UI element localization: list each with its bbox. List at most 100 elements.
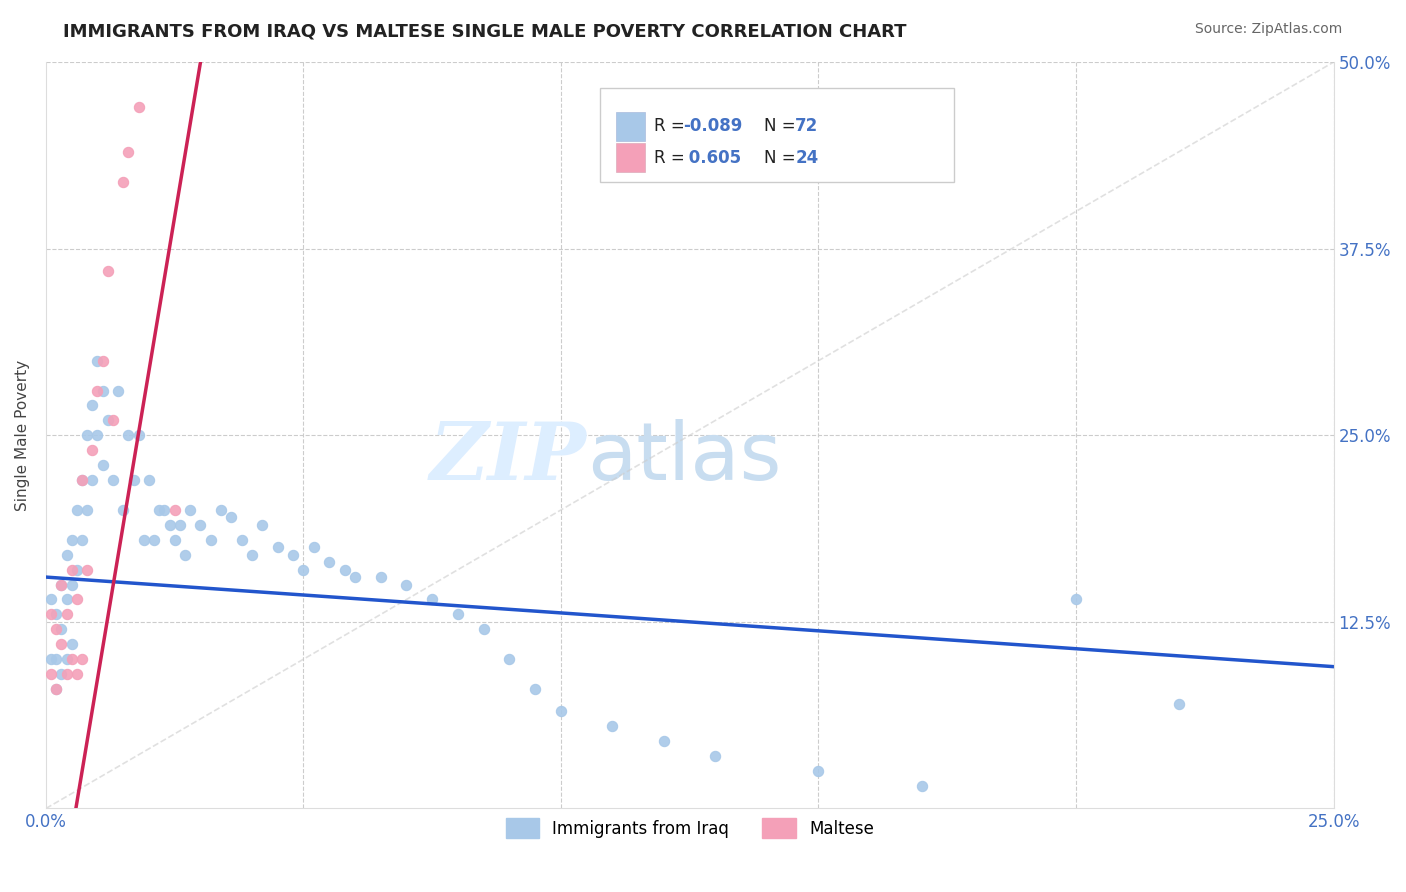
Point bbox=[370, 570, 392, 584]
Point bbox=[163, 503, 186, 517]
Point bbox=[169, 517, 191, 532]
Point bbox=[148, 503, 170, 517]
Point bbox=[159, 517, 181, 532]
Point bbox=[240, 548, 263, 562]
Point bbox=[55, 652, 77, 666]
Point bbox=[200, 533, 222, 547]
Point bbox=[190, 517, 212, 532]
Point bbox=[652, 734, 675, 748]
Point bbox=[302, 540, 325, 554]
Point bbox=[163, 533, 186, 547]
Point bbox=[76, 563, 98, 577]
Point bbox=[55, 607, 77, 622]
Point bbox=[447, 607, 470, 622]
Point bbox=[122, 473, 145, 487]
Point bbox=[82, 443, 104, 458]
Text: ZIP: ZIP bbox=[430, 419, 586, 497]
Point bbox=[128, 100, 150, 114]
Point bbox=[66, 667, 89, 681]
Point bbox=[51, 577, 73, 591]
Point bbox=[86, 353, 108, 368]
Point bbox=[55, 667, 77, 681]
Point bbox=[82, 473, 104, 487]
Text: 72: 72 bbox=[796, 118, 818, 136]
Point bbox=[252, 517, 274, 532]
Y-axis label: Single Male Poverty: Single Male Poverty bbox=[15, 359, 30, 511]
Point bbox=[283, 548, 305, 562]
Point bbox=[39, 667, 62, 681]
Text: R =: R = bbox=[654, 149, 690, 167]
Point bbox=[132, 533, 155, 547]
Point bbox=[498, 652, 520, 666]
Point bbox=[70, 652, 93, 666]
Point bbox=[91, 458, 114, 472]
Point bbox=[101, 473, 124, 487]
Point bbox=[39, 592, 62, 607]
Point bbox=[97, 413, 120, 427]
Text: atlas: atlas bbox=[586, 418, 782, 497]
Point bbox=[112, 175, 135, 189]
Legend: Immigrants from Iraq, Maltese: Immigrants from Iraq, Maltese bbox=[499, 811, 880, 845]
Point bbox=[704, 749, 727, 764]
Text: N =: N = bbox=[765, 118, 801, 136]
Point bbox=[143, 533, 166, 547]
Point bbox=[910, 779, 932, 793]
Point bbox=[524, 681, 547, 696]
Point bbox=[60, 652, 83, 666]
Point bbox=[153, 503, 176, 517]
Point bbox=[267, 540, 290, 554]
Point bbox=[51, 667, 73, 681]
Point bbox=[51, 577, 73, 591]
Point bbox=[101, 413, 124, 427]
Point bbox=[117, 428, 139, 442]
Point bbox=[221, 510, 243, 524]
Point bbox=[1168, 697, 1191, 711]
Point bbox=[45, 623, 67, 637]
Text: 0.605: 0.605 bbox=[683, 149, 741, 167]
Point bbox=[231, 533, 253, 547]
Point bbox=[179, 503, 201, 517]
Point bbox=[60, 533, 83, 547]
Point bbox=[107, 384, 129, 398]
Point bbox=[51, 623, 73, 637]
Point bbox=[292, 563, 315, 577]
Point bbox=[60, 563, 83, 577]
Point bbox=[70, 533, 93, 547]
Point bbox=[66, 592, 89, 607]
Point bbox=[209, 503, 232, 517]
Point bbox=[318, 555, 340, 569]
Point bbox=[76, 428, 98, 442]
Point bbox=[55, 592, 77, 607]
Text: R =: R = bbox=[654, 118, 690, 136]
Point bbox=[39, 652, 62, 666]
Point bbox=[86, 428, 108, 442]
Point bbox=[70, 473, 93, 487]
Point bbox=[343, 570, 366, 584]
Point bbox=[39, 607, 62, 622]
Point bbox=[174, 548, 197, 562]
Point bbox=[112, 503, 135, 517]
Point bbox=[45, 607, 67, 622]
Point bbox=[807, 764, 830, 778]
Text: IMMIGRANTS FROM IRAQ VS MALTESE SINGLE MALE POVERTY CORRELATION CHART: IMMIGRANTS FROM IRAQ VS MALTESE SINGLE M… bbox=[63, 22, 907, 40]
Point bbox=[138, 473, 160, 487]
Point bbox=[117, 145, 139, 159]
Point bbox=[66, 503, 89, 517]
Point bbox=[91, 384, 114, 398]
Point bbox=[70, 473, 93, 487]
Point bbox=[550, 705, 572, 719]
Text: -0.089: -0.089 bbox=[683, 118, 742, 136]
Point bbox=[333, 563, 356, 577]
Point bbox=[55, 548, 77, 562]
Text: N =: N = bbox=[765, 149, 801, 167]
Point bbox=[60, 577, 83, 591]
Point bbox=[395, 577, 418, 591]
Point bbox=[602, 719, 624, 733]
Point bbox=[51, 637, 73, 651]
Point bbox=[82, 399, 104, 413]
Point bbox=[45, 681, 67, 696]
Point bbox=[91, 353, 114, 368]
Point bbox=[86, 384, 108, 398]
Point bbox=[420, 592, 443, 607]
Point bbox=[97, 264, 120, 278]
